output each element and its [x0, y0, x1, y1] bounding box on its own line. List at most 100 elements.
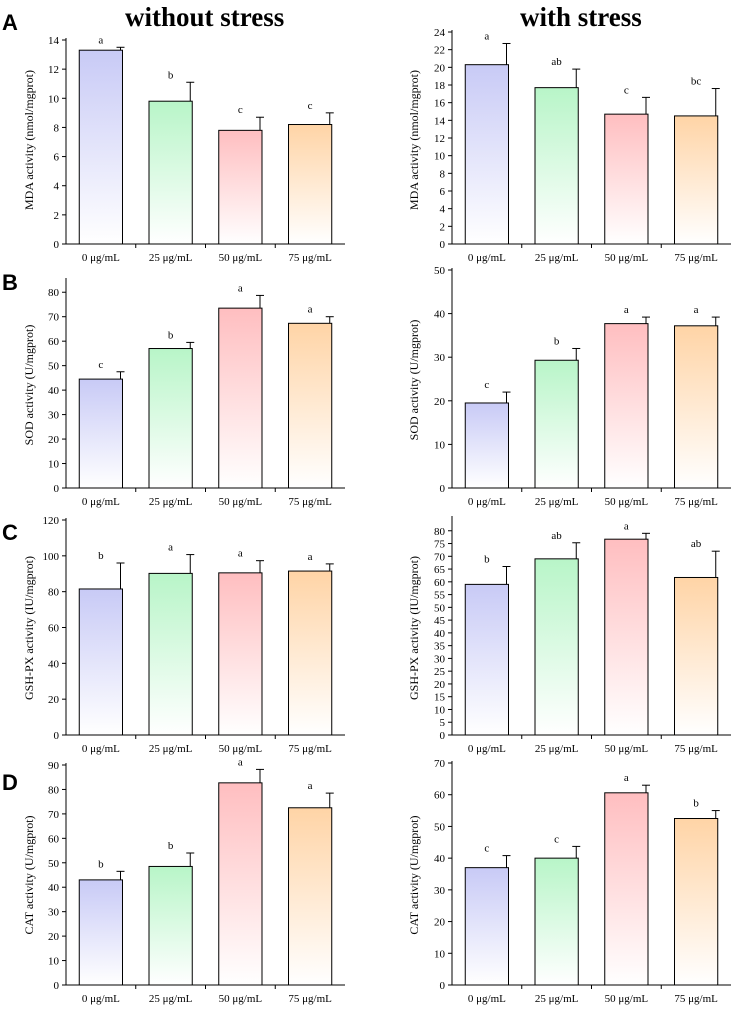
y-tick-label: 20: [434, 62, 446, 74]
x-tick-label: 75 μg/mL: [288, 743, 332, 755]
significance-letter: ab: [551, 530, 562, 542]
x-tick-label: 25 μg/mL: [149, 993, 193, 1005]
x-tick-label: 25 μg/mL: [535, 743, 579, 755]
y-tick-label: 40: [48, 385, 60, 397]
x-tick-label: 25 μg/mL: [535, 496, 579, 508]
x-tick-label: 75 μg/mL: [288, 496, 332, 508]
bar: [464, 583, 509, 736]
y-tick-label: 2: [440, 221, 446, 233]
y-tick-label: 70: [48, 312, 60, 324]
y-tick-label: 30: [48, 410, 60, 422]
x-tick-label: 50 μg/mL: [605, 496, 649, 508]
y-tick-label: 10: [434, 439, 446, 451]
y-tick-label: 20: [434, 917, 446, 929]
y-tick-label: 40: [48, 658, 60, 670]
y-tick-label: 90: [48, 760, 60, 772]
y-tick-label: 0: [440, 239, 446, 251]
y-tick-label: 100: [43, 551, 60, 563]
significance-letter: a: [238, 282, 243, 294]
bar: [148, 865, 193, 986]
bar: [148, 572, 193, 736]
significance-letter: b: [168, 69, 174, 81]
significance-letter: c: [554, 833, 559, 845]
significance-letter: bc: [691, 76, 702, 88]
significance-letter: a: [168, 542, 173, 554]
y-tick-label: 70: [48, 809, 60, 821]
significance-letter: c: [98, 359, 103, 371]
x-tick-label: 75 μg/mL: [674, 743, 718, 755]
y-tick-label: 22: [434, 45, 445, 57]
bar: [218, 782, 263, 986]
y-tick-label: 0: [54, 730, 60, 742]
significance-letter: ab: [551, 56, 562, 68]
y-tick-label: 0: [54, 483, 60, 495]
y-tick-label: 60: [434, 577, 446, 589]
y-tick-label: 20: [434, 679, 446, 691]
bar: [78, 879, 123, 986]
bar: [148, 100, 193, 245]
bar: [288, 124, 333, 245]
x-tick-label: 0 μg/mL: [468, 743, 506, 755]
y-tick-label: 14: [434, 115, 446, 127]
significance-letter: b: [168, 329, 174, 341]
y-tick-label: 80: [48, 784, 60, 796]
x-tick-label: 25 μg/mL: [535, 993, 579, 1005]
bar: [534, 558, 579, 736]
y-tick-label: 50: [434, 265, 446, 277]
bar: [534, 359, 579, 489]
bar: [218, 307, 263, 489]
x-tick-label: 25 μg/mL: [535, 252, 579, 264]
bar: [674, 115, 719, 245]
significance-letter: b: [554, 335, 560, 347]
bar: [604, 323, 649, 489]
x-tick-label: 25 μg/mL: [149, 252, 193, 264]
bar: [78, 588, 123, 736]
y-tick-label: 25: [434, 666, 446, 678]
y-tick-label: 8: [54, 122, 60, 134]
y-axis-label: GSH-PX activity (IU/mgprot): [407, 556, 421, 700]
significance-letter: a: [98, 34, 103, 46]
significance-letter: a: [624, 304, 629, 316]
y-axis-label: SOD activity (U/mgprot): [407, 320, 421, 441]
bar: [604, 538, 649, 736]
y-tick-label: 50: [434, 602, 446, 614]
y-tick-label: 70: [434, 758, 446, 770]
bar: [288, 322, 333, 489]
x-tick-label: 0 μg/mL: [82, 252, 120, 264]
y-tick-label: 30: [434, 653, 446, 665]
x-tick-label: 75 μg/mL: [674, 993, 718, 1005]
x-tick-label: 50 μg/mL: [219, 496, 263, 508]
y-tick-label: 6: [54, 152, 60, 164]
x-tick-label: 50 μg/mL: [219, 743, 263, 755]
y-tick-label: 5: [440, 717, 446, 729]
significance-letter: a: [624, 772, 629, 784]
x-tick-label: 75 μg/mL: [674, 496, 718, 508]
y-axis-label: MDA activity (nmol/mgprot): [407, 70, 421, 210]
significance-letter: b: [693, 798, 699, 810]
y-tick-label: 2: [54, 210, 60, 222]
y-tick-label: 14: [48, 35, 60, 47]
y-tick-label: 60: [48, 623, 60, 635]
bar: [464, 64, 509, 245]
bar: [674, 576, 719, 736]
panel-letter-b: B: [2, 270, 18, 295]
bar: [534, 87, 579, 245]
x-tick-label: 0 μg/mL: [82, 496, 120, 508]
chart-B-without-stress: c 0 μg/mL b 25 μg/mL a 50 μg/mL a 75 μg/mL 0 10 20…: [22, 278, 345, 508]
bar: [218, 129, 263, 245]
significance-letter: a: [308, 304, 313, 316]
y-tick-label: 60: [48, 336, 60, 348]
panel-letter-a: A: [2, 10, 18, 35]
y-tick-label: 75: [434, 539, 446, 551]
y-tick-label: 10: [434, 948, 446, 960]
y-tick-label: 0: [54, 980, 60, 992]
y-tick-label: 60: [434, 790, 446, 802]
y-tick-label: 18: [434, 80, 446, 92]
y-tick-label: 30: [434, 352, 446, 364]
significance-letter: c: [238, 104, 243, 116]
y-axis-label: MDA activity (nmol/mgprot): [22, 70, 36, 210]
y-tick-label: 16: [434, 98, 446, 110]
y-tick-label: 15: [434, 692, 446, 704]
y-axis-label: CAT activity (U/mgprot): [407, 815, 421, 934]
chart-C-without-stress: b 0 μg/mL a 25 μg/mL a 50 μg/mL a 75 μg/mL 0 20 40…: [22, 515, 345, 755]
